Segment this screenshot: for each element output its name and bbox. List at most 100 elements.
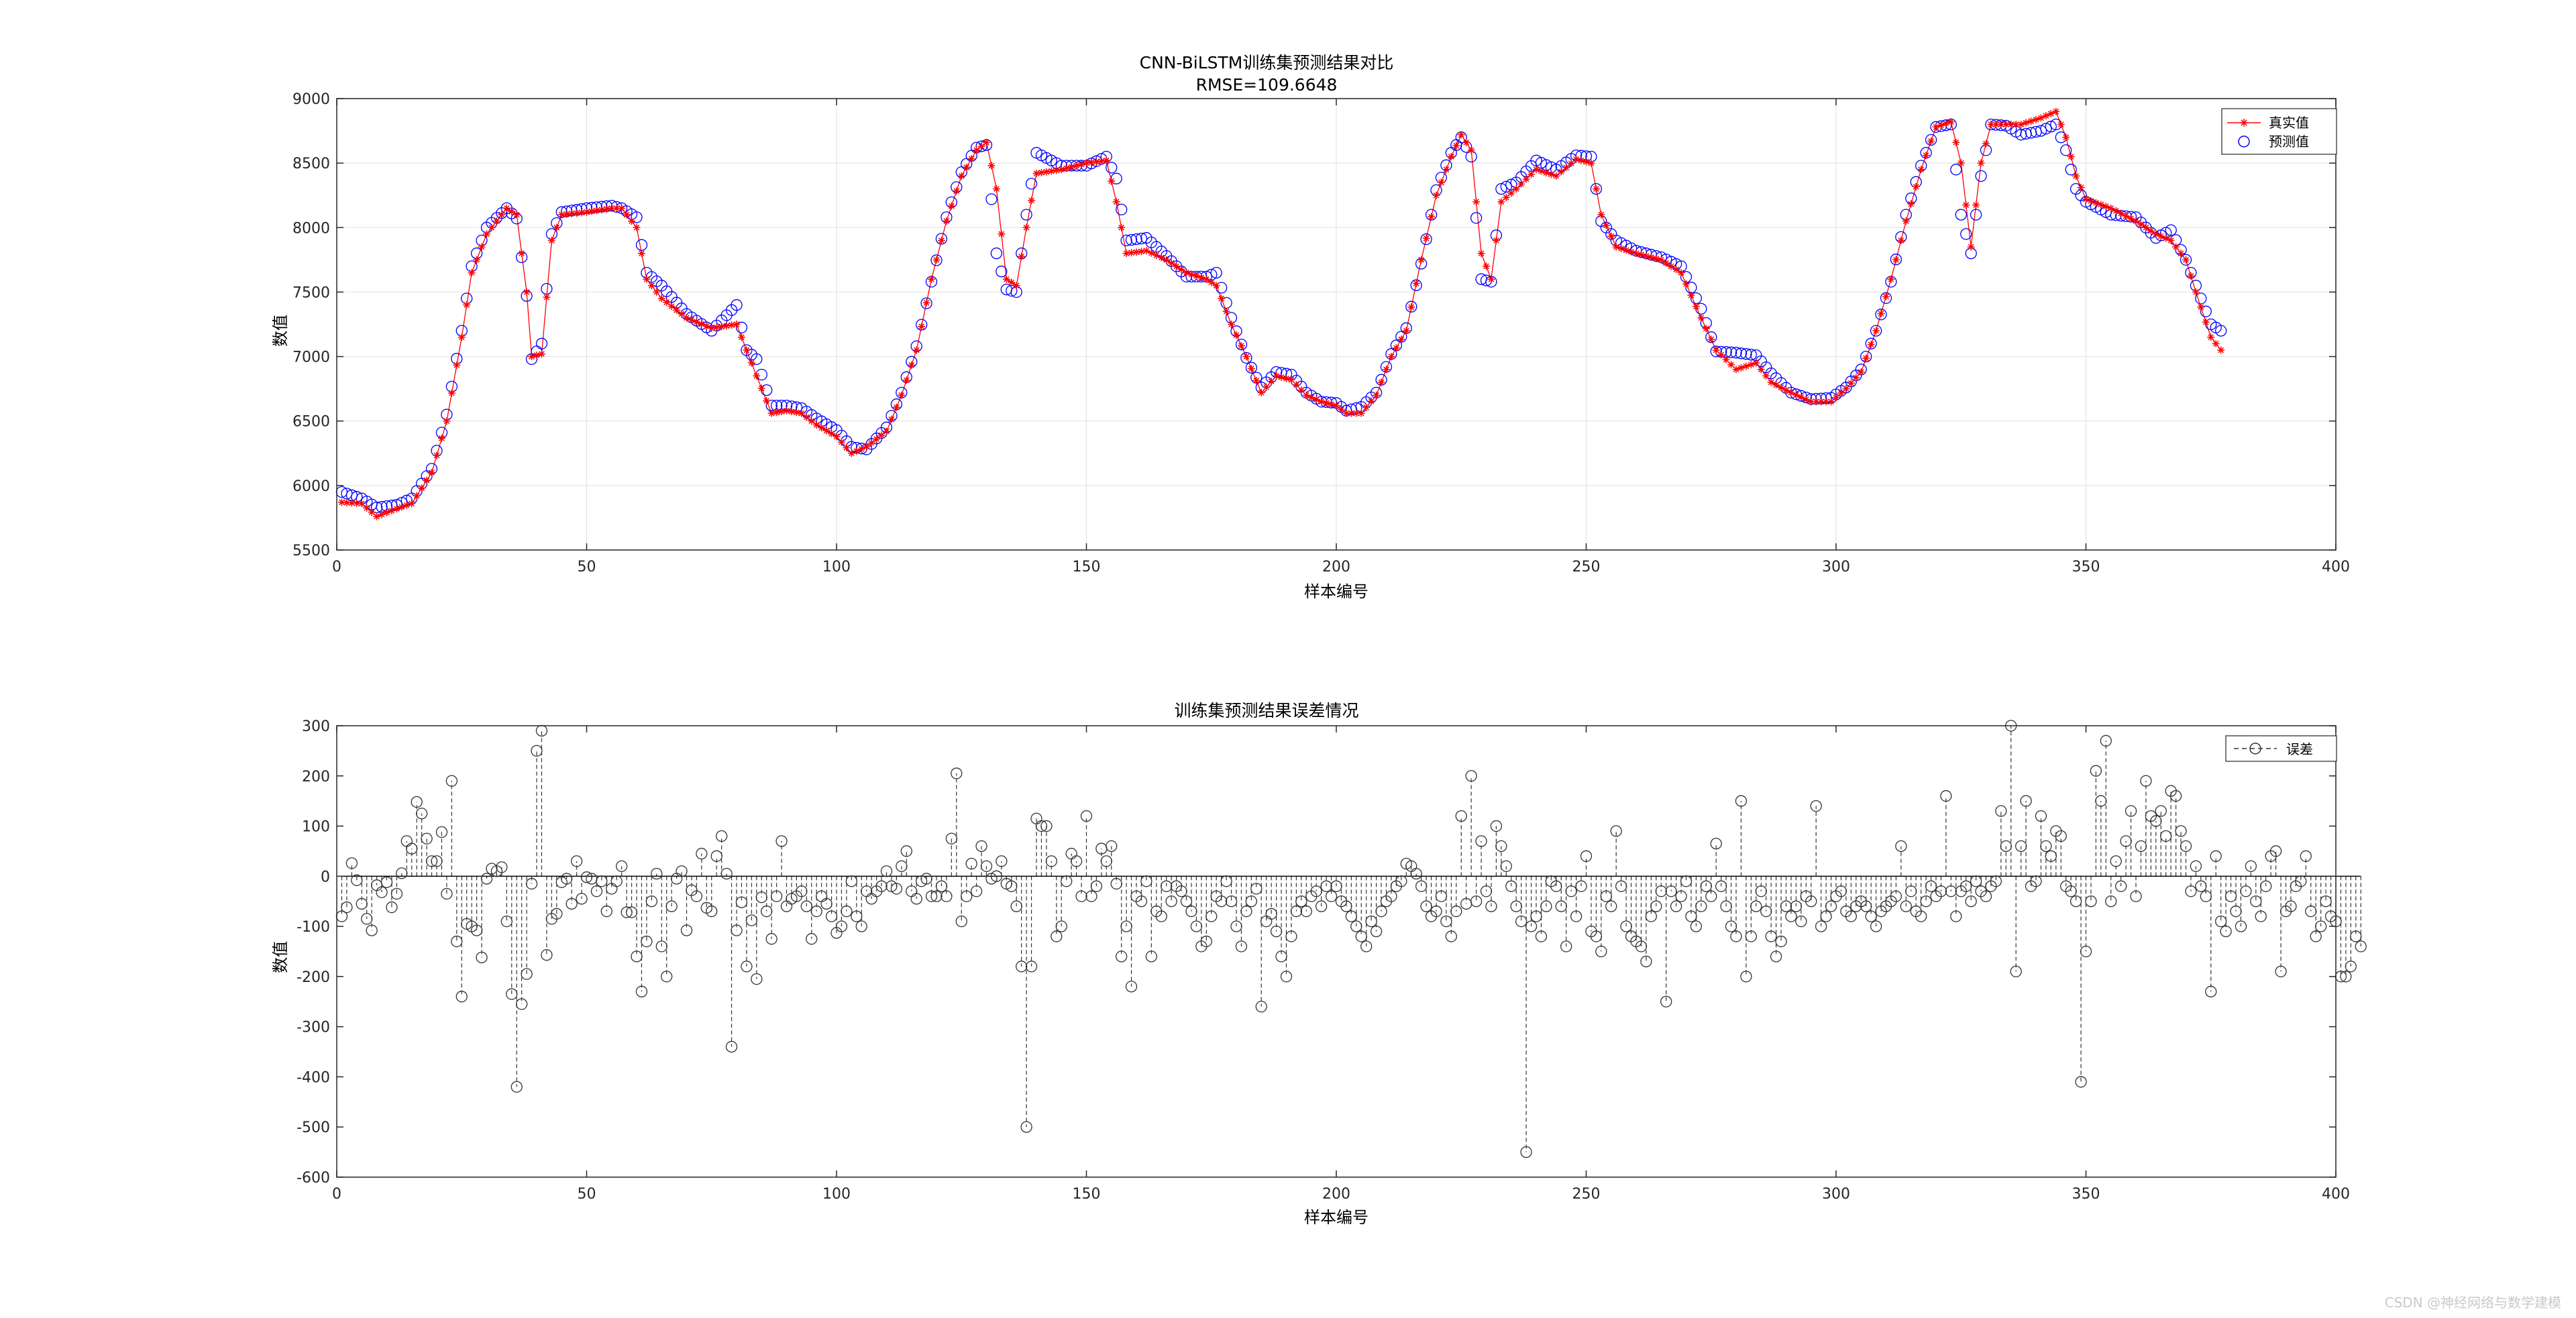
error-point xyxy=(1470,895,1483,908)
actual-point xyxy=(498,211,506,219)
error-point xyxy=(775,835,788,847)
error-point xyxy=(961,890,973,902)
error-point xyxy=(655,940,667,952)
error-point xyxy=(551,908,563,920)
error-point xyxy=(2140,775,2152,787)
error-point xyxy=(1650,900,1662,912)
predicted-point xyxy=(1950,164,1962,176)
actual-point xyxy=(1373,391,1381,399)
y-tick-label: 8000 xyxy=(292,220,330,237)
error-point xyxy=(2260,880,2272,892)
error-point xyxy=(361,913,373,925)
actual-point xyxy=(443,417,451,425)
error-point xyxy=(1435,890,1448,902)
actual-point xyxy=(1782,386,1790,394)
actual-point xyxy=(763,397,771,405)
error-point xyxy=(2195,880,2207,892)
error-point xyxy=(1190,920,1203,932)
actual-point xyxy=(1772,381,1780,389)
actual-point xyxy=(792,408,800,417)
error-point xyxy=(1580,850,1593,863)
actual-point xyxy=(1727,361,1735,369)
actual-point xyxy=(1977,159,1985,167)
error-point xyxy=(1325,890,1338,902)
series-markers xyxy=(335,107,2227,520)
error-point xyxy=(2220,925,2232,938)
actual-point xyxy=(777,408,786,416)
error-point xyxy=(2310,930,2322,942)
actual-point xyxy=(1882,292,1890,300)
error-point xyxy=(1735,795,1748,807)
error-point xyxy=(1565,885,1577,897)
error-point xyxy=(1250,883,1263,895)
actual-point xyxy=(973,146,981,154)
error-point xyxy=(2095,795,2107,807)
y-tick-label: -100 xyxy=(297,919,330,936)
actual-point xyxy=(2117,209,2125,217)
actual-point xyxy=(857,445,865,453)
actual-point xyxy=(1867,341,1875,349)
actual-point xyxy=(1902,217,1910,225)
actual-point xyxy=(667,303,676,311)
error-point xyxy=(351,874,363,886)
error-point xyxy=(2010,965,2022,978)
error-point xyxy=(2235,920,2247,932)
predicted-point xyxy=(1865,337,1877,349)
actual-point xyxy=(1173,262,1181,270)
actual-point xyxy=(1028,197,1036,205)
error-point xyxy=(1935,885,1947,897)
error-point xyxy=(2275,965,2287,978)
error-point xyxy=(1660,995,1672,1007)
actual-point xyxy=(1112,198,1120,206)
actual-point xyxy=(918,323,926,331)
error-point xyxy=(980,860,993,873)
error-point xyxy=(600,905,612,918)
error-point xyxy=(531,745,543,757)
actual-point xyxy=(598,206,606,214)
actual-point xyxy=(1932,123,1940,131)
predicted-point xyxy=(1875,309,1887,321)
actual-point xyxy=(908,361,916,369)
error-point xyxy=(2285,900,2297,912)
error-point xyxy=(2065,885,2077,897)
actual-point xyxy=(912,346,920,354)
actual-point xyxy=(1582,158,1590,166)
actual-point xyxy=(1897,237,1905,245)
predicted-point xyxy=(1135,232,1148,245)
star-glyph xyxy=(2240,119,2248,127)
actual-point xyxy=(1442,166,1450,174)
actual-point xyxy=(2007,120,2015,128)
error-point xyxy=(2350,930,2362,942)
actual-point xyxy=(943,217,951,225)
actual-point xyxy=(698,320,706,328)
error-point xyxy=(1125,981,1138,993)
actual-point xyxy=(553,223,561,231)
error-point xyxy=(1700,880,1712,892)
actual-point xyxy=(1557,168,1565,176)
error-point xyxy=(1320,880,1332,892)
error-point xyxy=(1161,880,1173,892)
actual-point xyxy=(808,417,816,425)
error-point xyxy=(1685,910,1697,922)
x-tick-label: 0 xyxy=(332,559,341,575)
error-point xyxy=(1725,920,1737,932)
actual-point xyxy=(1157,254,1165,262)
actual-point xyxy=(1762,372,1770,380)
error-point xyxy=(800,900,812,912)
predicted-point xyxy=(1420,233,1432,245)
actual-point xyxy=(447,389,455,397)
error-point xyxy=(1365,915,1377,928)
actual-point xyxy=(1877,309,1885,317)
error-point xyxy=(1695,900,1707,912)
actual-point xyxy=(1527,170,1536,178)
error-point xyxy=(680,924,693,936)
error-point xyxy=(1455,810,1467,822)
error-point xyxy=(1385,890,1397,902)
error-point xyxy=(1710,838,1722,850)
error-point xyxy=(641,935,653,948)
predicted-point xyxy=(1960,228,1972,240)
actual-point xyxy=(523,288,531,296)
predicted-point xyxy=(1470,212,1483,224)
error-point xyxy=(1465,770,1477,782)
error-point xyxy=(635,985,648,997)
